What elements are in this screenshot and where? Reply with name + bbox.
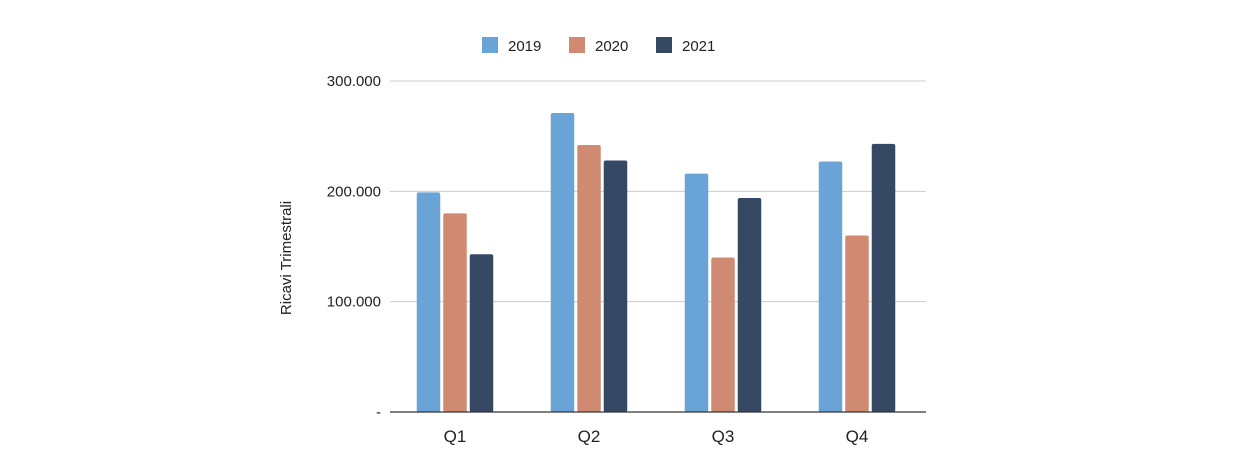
bar-2021-Q3 — [737, 197, 762, 412]
legend: 2019 2020 2021 — [482, 37, 715, 55]
bar-2021-Q1 — [469, 254, 494, 412]
bars — [416, 112, 896, 412]
y-tick-label: 300.000 — [327, 73, 381, 90]
bar-2020-Q4 — [845, 235, 869, 412]
legend-swatch — [482, 37, 498, 53]
y-tick-label: - — [376, 404, 381, 421]
x-tick-label: Q1 — [444, 427, 467, 446]
y-tick-label: 100.000 — [327, 294, 381, 311]
legend-swatch — [569, 37, 585, 53]
legend-swatch — [656, 37, 672, 53]
bar-2019-Q2 — [550, 112, 575, 412]
x-axis-ticks: Q1 Q2 Q3 Q4 — [444, 427, 869, 446]
y-axis-title: Ricavi Trimestrali — [278, 201, 295, 315]
bar-2019-Q1 — [416, 192, 441, 412]
bar-2021-Q4 — [871, 143, 896, 412]
x-tick-label: Q3 — [712, 427, 735, 446]
x-tick-label: Q2 — [578, 427, 601, 446]
bar-2020-Q1 — [443, 213, 467, 412]
bar-2019-Q4 — [818, 161, 843, 412]
legend-label: 2019 — [508, 38, 541, 55]
bar-2021-Q2 — [603, 160, 628, 412]
legend-label: 2021 — [682, 38, 715, 55]
bar-2020-Q3 — [711, 257, 735, 412]
x-tick-label: Q4 — [846, 427, 869, 446]
legend-label: 2020 — [595, 38, 628, 55]
bar-2019-Q3 — [684, 173, 709, 412]
y-axis-ticks: - 100.000 200.000 300.000 — [327, 73, 381, 421]
y-tick-label: 200.000 — [327, 183, 381, 200]
bar-2020-Q2 — [577, 144, 601, 412]
